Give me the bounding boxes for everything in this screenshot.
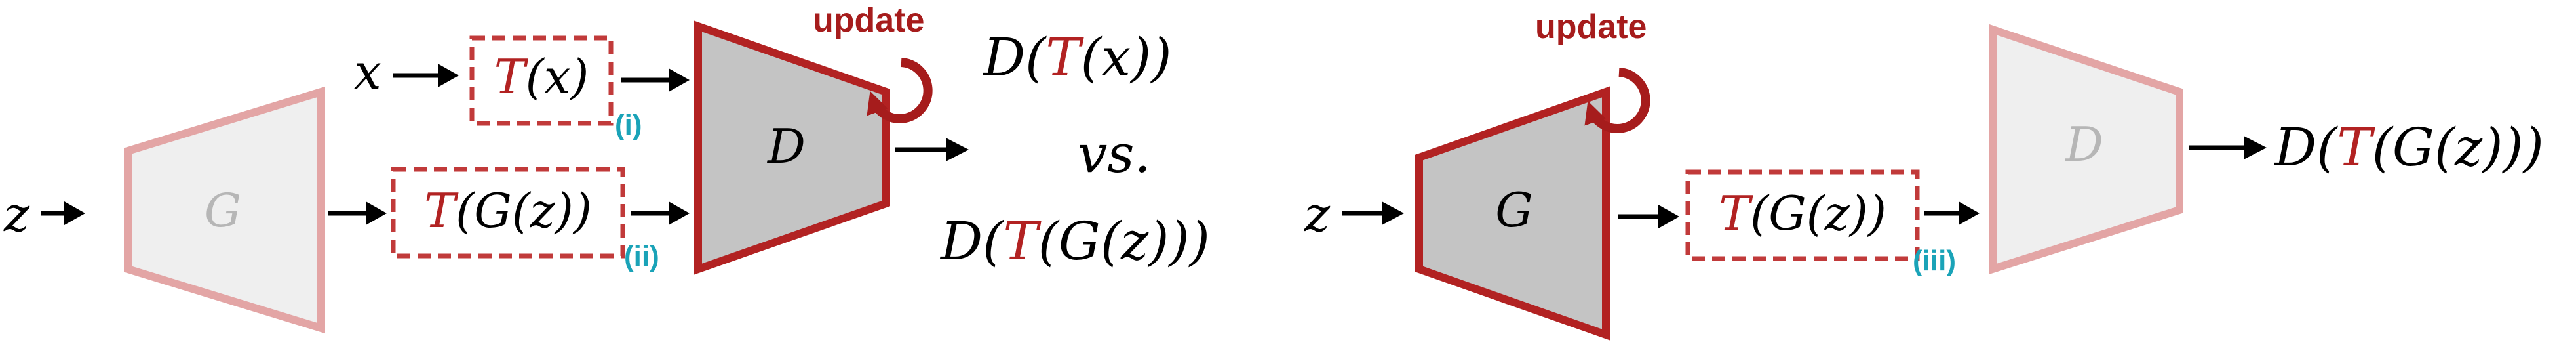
- discriminator-label-right: D: [2064, 117, 2103, 172]
- update-label-left: update: [813, 1, 924, 39]
- transform-to-d-arrow-right: [1924, 201, 1980, 225]
- generator-frozen: [124, 86, 325, 334]
- generator-updated: [1415, 86, 1610, 341]
- generator-label: G: [205, 184, 241, 238]
- tag-right: (iii): [1913, 245, 1956, 277]
- d-output-arrow: [895, 138, 969, 161]
- tag-fake: (ii): [624, 240, 659, 272]
- transform-fake-to-d-arrow: [631, 201, 690, 225]
- output-real: D(T(x)): [982, 27, 1171, 88]
- transform-real-prefix: T: [494, 49, 529, 104]
- transform-fake-text: T(G(z)): [424, 183, 592, 238]
- z-to-g-arrow: [41, 201, 85, 225]
- tag-real: (i): [615, 109, 642, 141]
- z-to-g-arrow-right: [1342, 201, 1404, 225]
- update-cycle-icon-right: [1584, 68, 1650, 133]
- x-input-label: x: [354, 44, 381, 100]
- update-label-right: update: [1535, 8, 1647, 46]
- generator-label-right: G: [1495, 182, 1533, 238]
- output-fake: D(T(G(z))): [939, 211, 1210, 272]
- z-input-label: z: [3, 186, 30, 243]
- right-panel: z G update T(G(z)) (iii) D: [1304, 8, 2544, 341]
- transform-fake-arg: (G(z)): [456, 183, 592, 238]
- d-output-arrow-right: [2189, 136, 2267, 159]
- z-input-label-right: z: [1304, 186, 1331, 243]
- transform-prefix-right: T: [1719, 186, 1753, 241]
- output-right: D(T(G(z))): [2273, 117, 2544, 178]
- discriminator-frozen: [1989, 24, 2183, 275]
- transform-real-to-d-arrow: [621, 68, 690, 92]
- transform-real-box: [469, 35, 614, 126]
- transform-arg-right: (G(z)): [1750, 186, 1886, 241]
- update-cycle-icon-left: [867, 58, 933, 123]
- g-to-transform-arrow: [328, 201, 387, 225]
- x-to-transform-arrow: [393, 64, 459, 87]
- transform-box-right: [1685, 169, 1920, 261]
- transform-real-text: T(x): [494, 49, 589, 104]
- transform-fake-box: [391, 167, 625, 259]
- g-to-transform-arrow-right: [1618, 205, 1679, 228]
- left-panel: z G x T(x) (i) T(G(z)) (ii): [3, 1, 1210, 334]
- transform-real-arg: (x): [526, 49, 589, 104]
- discriminator-label: D: [766, 119, 806, 174]
- transform-fake-prefix: T: [424, 183, 459, 238]
- output-vs: vs.: [1078, 123, 1151, 184]
- discriminator-updated: [694, 20, 890, 275]
- transform-text-right: T(G(z)): [1719, 186, 1886, 241]
